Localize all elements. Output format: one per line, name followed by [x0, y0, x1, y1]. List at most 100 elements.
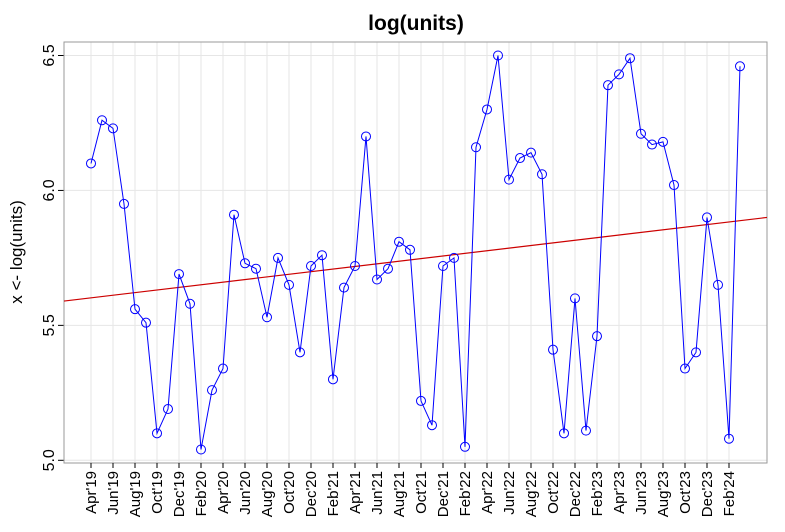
data-point	[306, 260, 316, 271]
data-point	[724, 433, 734, 444]
data-point	[218, 363, 228, 374]
x-tick-label: Jun'23	[633, 471, 650, 515]
x-tick-label: Jun'21	[369, 471, 386, 515]
data-point	[196, 444, 206, 455]
data-point	[383, 263, 393, 274]
data-point	[372, 274, 382, 285]
x-tick-label: Dec'21	[435, 471, 452, 517]
data-point	[504, 174, 514, 185]
data-point	[647, 139, 657, 150]
x-tick-label: Feb'23	[589, 471, 606, 516]
x-tick-label: Aug'20	[259, 471, 276, 517]
data-point	[229, 209, 239, 220]
x-tick-label: Aug'23	[655, 471, 672, 517]
data-point	[350, 260, 360, 271]
data-point	[691, 347, 701, 358]
data-point	[328, 374, 338, 385]
trend-line	[63, 216, 768, 302]
y-axis-label: x <- log(units)	[7, 200, 26, 303]
data-point	[460, 441, 470, 452]
data-point	[570, 293, 580, 304]
x-tick-label: Feb'24	[721, 471, 738, 516]
x-tick-label: Feb'21	[325, 471, 342, 516]
data-point	[449, 252, 459, 263]
data-point	[713, 279, 723, 290]
data-point	[141, 317, 151, 328]
data-point	[361, 131, 371, 142]
x-tick-label: Apr'19	[83, 471, 100, 514]
data-point	[482, 104, 492, 115]
data-point	[702, 212, 712, 223]
x-tick-label: Dec'19	[171, 471, 188, 517]
data-point	[163, 404, 173, 415]
y-tick-label: 6.0	[41, 179, 58, 201]
series-line	[90, 55, 741, 450]
x-tick-label: Feb'20	[193, 471, 210, 516]
data-point	[130, 304, 140, 315]
data-point	[669, 180, 679, 191]
x-tick-label: Oct'19	[149, 471, 166, 514]
data-point	[262, 312, 272, 323]
x-tick-label: Aug'22	[523, 471, 540, 517]
data-point	[515, 153, 525, 164]
chart-title: log(units)	[368, 12, 464, 35]
data-point	[680, 363, 690, 374]
data-point	[614, 69, 624, 80]
data-point	[273, 252, 283, 263]
data-point	[185, 298, 195, 309]
x-tick-label: Aug'19	[127, 471, 144, 517]
x-tick-label: Jun'19	[105, 471, 122, 515]
data-point	[97, 115, 107, 126]
data-point	[537, 169, 547, 180]
x-tick-label: Dec'23	[699, 471, 716, 517]
plot-frame	[63, 41, 768, 464]
data-point	[592, 331, 602, 342]
y-tick-label: 5.5	[41, 314, 58, 336]
data-point	[295, 347, 305, 358]
x-tick-label: Oct'21	[413, 471, 430, 514]
data-point	[207, 385, 217, 396]
data-point	[658, 136, 668, 147]
data-point	[284, 279, 294, 290]
x-tick-label: Apr'23	[611, 471, 628, 514]
x-tick-label: Oct'23	[677, 471, 694, 514]
x-tick-label: Oct'20	[281, 471, 298, 514]
x-tick-label: Oct'22	[545, 471, 562, 514]
data-point	[471, 142, 481, 153]
y-tick-label: 5.0	[41, 449, 58, 471]
x-tick-label: Aug'21	[391, 471, 408, 517]
data-point	[526, 147, 536, 158]
data-point	[636, 128, 646, 139]
data-point	[251, 263, 261, 274]
data-point	[416, 395, 426, 406]
data-point	[119, 198, 129, 209]
data-point	[240, 258, 250, 269]
data-point	[427, 420, 437, 431]
y-tick-label: 6.5	[41, 44, 58, 66]
x-tick-label: Jun'20	[237, 471, 254, 515]
x-tick-label: Apr'21	[347, 471, 364, 514]
x-tick-label: Apr'20	[215, 471, 232, 514]
x-tick-label: Apr'22	[479, 471, 496, 514]
data-point	[174, 269, 184, 280]
data-point	[317, 250, 327, 261]
data-point	[394, 236, 404, 247]
x-tick-label: Dec'22	[567, 471, 584, 517]
data-point	[493, 50, 503, 61]
x-tick-label: Jun'22	[501, 471, 518, 515]
data-point	[438, 260, 448, 271]
data-point	[108, 123, 118, 134]
data-point	[548, 344, 558, 355]
data-point	[735, 61, 745, 72]
x-tick-label: Dec'20	[303, 471, 320, 517]
data-point	[581, 425, 591, 436]
data-point	[339, 282, 349, 293]
data-point	[559, 428, 569, 439]
data-point	[603, 80, 613, 91]
data-point	[405, 244, 415, 255]
data-point	[152, 428, 162, 439]
x-tick-label: Feb'22	[457, 471, 474, 516]
data-point	[625, 53, 635, 64]
